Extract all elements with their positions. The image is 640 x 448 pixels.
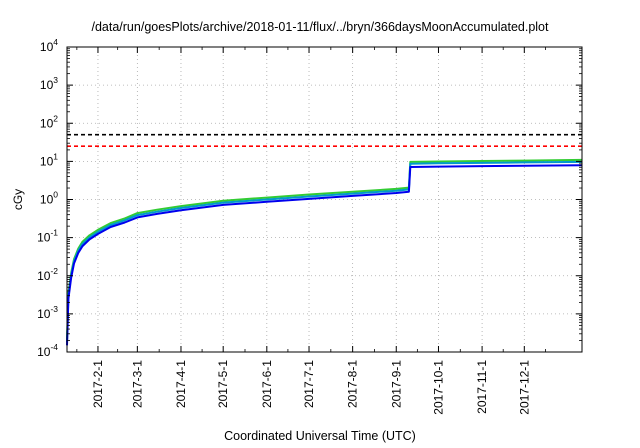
x-tick-label: 2017-5-1 [216,360,230,408]
x-tick-label: 2017-12-1 [517,360,531,415]
y-tick-label: 104 [40,37,58,54]
x-tick-label: 2017-6-1 [260,360,274,408]
series-line [66,158,583,341]
y-tick-label: 103 [40,75,58,92]
series-line [66,164,583,346]
x-tick-labels: 2017-2-1 2017-3-1 2017-4-1 2017-5-1 2017-6-1… [91,360,531,415]
series-lines [66,158,583,346]
chart-title: /data/run/goesPlots/archive/2018-01-11/f… [91,20,549,34]
y-tick-label: 10-2 [37,266,58,283]
axis-ticks [67,46,582,353]
x-tick-label: 2017-11-1 [475,360,489,414]
y-axis-label: cGy [11,189,25,210]
x-tick-label: 2017-7-1 [302,360,316,408]
x-tick-label: 2017-9-1 [389,360,403,408]
y-tick-label: 10-1 [37,228,58,245]
x-tick-label: 2017-10-1 [431,360,445,415]
x-axis-label: Coordinated Universal Time (UTC) [224,429,416,443]
x-tick-label: 2017-3-1 [130,360,144,408]
y-tick-label: 10-3 [37,304,58,321]
reference-lines [67,133,582,148]
plot-frame [66,46,583,353]
x-tick-label: 2017-8-1 [346,360,360,408]
series-line [66,160,583,343]
y-tick-label: 100 [40,190,58,207]
x-tick-label: 2017-4-1 [174,360,188,408]
y-tick-label: 101 [40,151,58,168]
grid-lines [67,47,582,352]
y-tick-labels: 10-4 10-3 10-2 10-1 100 101 102 103 104 [37,37,58,359]
x-tick-label: 2017-2-1 [91,360,105,408]
y-tick-label: 10-4 [37,342,58,359]
y-tick-label: 102 [40,113,58,130]
